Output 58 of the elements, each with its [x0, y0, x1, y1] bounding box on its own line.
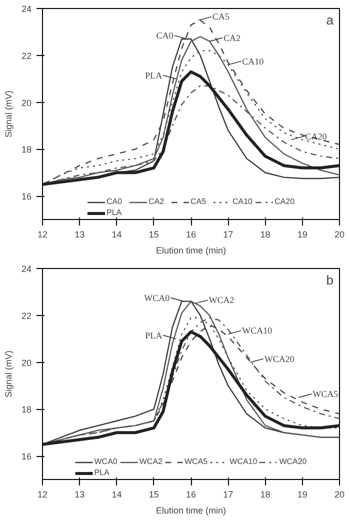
annotation: WCA20	[264, 354, 295, 364]
x-tick-label: 16	[186, 490, 196, 500]
legend-label: PLA	[106, 208, 123, 217]
x-axis-title: Elution time (min)	[156, 246, 226, 256]
x-tick-label: 15	[148, 230, 159, 240]
legend-label: WCA0	[94, 457, 118, 466]
x-tick-label: 14	[112, 490, 122, 500]
legend-label: WCA2	[139, 457, 162, 466]
x-tick-label: 13	[74, 230, 85, 240]
y-axis-title: Signal (mV)	[3, 350, 14, 398]
legend-label: WCA20	[279, 457, 307, 466]
annotation: a	[326, 12, 334, 28]
x-tick-label: 12	[37, 230, 48, 240]
x-tick-label: 16	[186, 230, 196, 240]
x-tick-label: 15	[148, 490, 159, 500]
y-tick-label: 24	[21, 4, 32, 14]
x-tick-label: 13	[74, 490, 85, 500]
annotation: CA20	[305, 131, 328, 142]
legend-label: CA2	[148, 197, 166, 206]
annotation: CA10	[242, 56, 264, 66]
x-tick-label: 14	[112, 230, 122, 240]
annotation: PLA	[145, 70, 163, 80]
y-tick-label: 24	[21, 264, 32, 274]
annotation: WCA2	[208, 295, 234, 306]
legend-label: CA20	[274, 197, 295, 206]
y-tick-label: 16	[21, 452, 32, 462]
annotation: CA5	[212, 12, 230, 22]
legend-label: WCA5	[184, 457, 208, 466]
legend-label: PLA	[94, 468, 110, 477]
x-tick-label: 19	[297, 490, 308, 500]
annotation: CA2	[224, 32, 241, 43]
x-tick-label: 17	[223, 490, 234, 500]
annotation: WCA5	[312, 388, 339, 399]
annotation: WCA10	[242, 326, 273, 336]
y-tick-label: 16	[21, 192, 32, 202]
legend-label: CA5	[190, 197, 208, 206]
x-tick-label: 20	[334, 230, 345, 240]
y-tick-label: 22	[21, 50, 32, 61]
legend-label: CA10	[232, 197, 252, 206]
x-tick-label: 20	[334, 490, 345, 500]
x-tick-label: 18	[260, 490, 270, 500]
y-tick-label: 18	[21, 404, 32, 415]
annotation: WCA0	[144, 292, 170, 303]
x-tick-label: 18	[260, 230, 270, 240]
y-tick-label: 20	[21, 98, 32, 108]
y-tick-label: 18	[21, 144, 32, 155]
x-tick-label: 12	[37, 490, 48, 500]
x-tick-label: 19	[297, 230, 308, 240]
annotation: PLA	[145, 330, 163, 340]
y-tick-label: 22	[21, 310, 32, 321]
annotation: CA0	[156, 30, 174, 40]
legend-label: WCA10	[230, 457, 258, 466]
annotation: b	[326, 272, 334, 288]
y-tick-label: 20	[21, 358, 32, 368]
y-axis-title: Signal (mV)	[3, 90, 14, 138]
legend-label: CA0	[106, 197, 124, 206]
x-tick-label: 17	[223, 230, 234, 240]
x-axis-title: Elution time (min)	[156, 506, 226, 516]
